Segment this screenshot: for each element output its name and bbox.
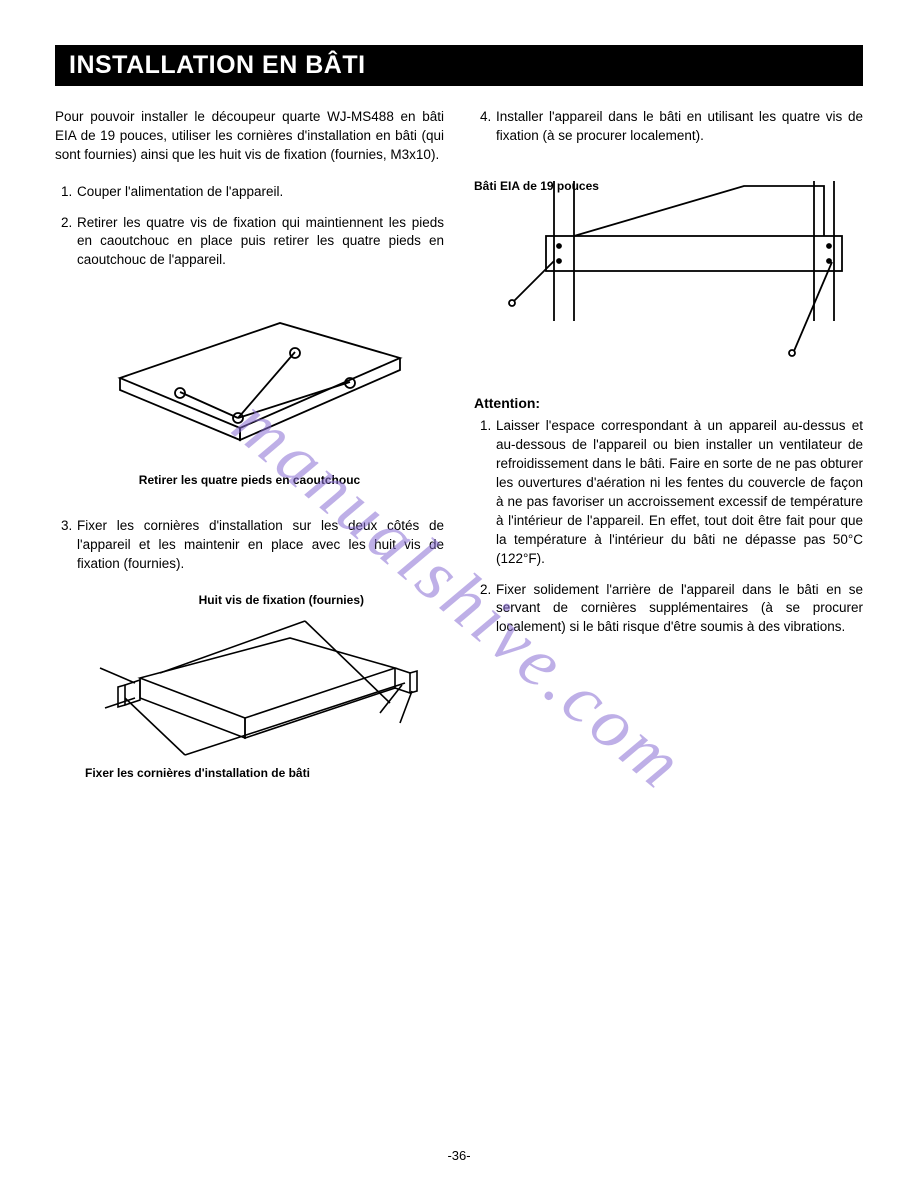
step-4: 4. Installer l'appareil dans le bâti en … xyxy=(474,108,863,146)
section-title: INSTALLATION EN BÂTI xyxy=(55,45,863,86)
attention-heading: Attention: xyxy=(474,394,863,414)
step-1: 1. Couper l'alimentation de l'appareil. xyxy=(55,183,444,202)
attention-number: 1. xyxy=(474,417,496,568)
figure-1-svg xyxy=(80,288,420,468)
figure-1-caption: Retirer les quatre pieds en caoutchouc xyxy=(55,472,444,489)
step-2: 2. Retirer les quatre vis de fixation qu… xyxy=(55,214,444,271)
step-text: Couper l'alimentation de l'appareil. xyxy=(77,183,444,202)
content-columns: Pour pouvoir installer le découpeur quar… xyxy=(55,108,863,809)
step-number: 1. xyxy=(55,183,77,202)
attention-1: 1. Laisser l'espace correspondant à un a… xyxy=(474,417,863,568)
intro-paragraph: Pour pouvoir installer le découpeur quar… xyxy=(55,108,444,165)
figure-3-label: Bâti EIA de 19 pouces xyxy=(474,179,599,193)
attention-2: 2. Fixer solidement l'arrière de l'appar… xyxy=(474,581,863,638)
attention-text: Laisser l'espace correspondant à un appa… xyxy=(496,417,863,568)
step-text: Fixer les cornières d'installation sur l… xyxy=(77,517,444,574)
step-number: 3. xyxy=(55,517,77,574)
figure-1: Retirer les quatre pieds en caoutchouc xyxy=(55,288,444,489)
right-column: 4. Installer l'appareil dans le bâti en … xyxy=(474,108,863,809)
step-text: Retirer les quatre vis de fixation qui m… xyxy=(77,214,444,271)
step-text: Installer l'appareil dans le bâti en uti… xyxy=(496,108,863,146)
step-number: 4. xyxy=(474,108,496,146)
attention-number: 2. xyxy=(474,581,496,638)
left-column: Pour pouvoir installer le découpeur quar… xyxy=(55,108,444,809)
page-number: -36- xyxy=(447,1148,470,1163)
figure-2-svg xyxy=(80,613,420,763)
figure-2-caption-bottom: Fixer les cornières d'installation de bâ… xyxy=(55,765,444,782)
figure-3: Bâti EIA de 19 pouces xyxy=(474,176,863,366)
figure-2: Huit vis de fixation (fournies) xyxy=(55,592,444,782)
figure-2-caption-top: Huit vis de fixation (fournies) xyxy=(55,592,444,609)
figure-3-svg xyxy=(484,176,854,366)
step-number: 2. xyxy=(55,214,77,271)
attention-text: Fixer solidement l'arrière de l'appareil… xyxy=(496,581,863,638)
step-3: 3. Fixer les cornières d'installation su… xyxy=(55,517,444,574)
